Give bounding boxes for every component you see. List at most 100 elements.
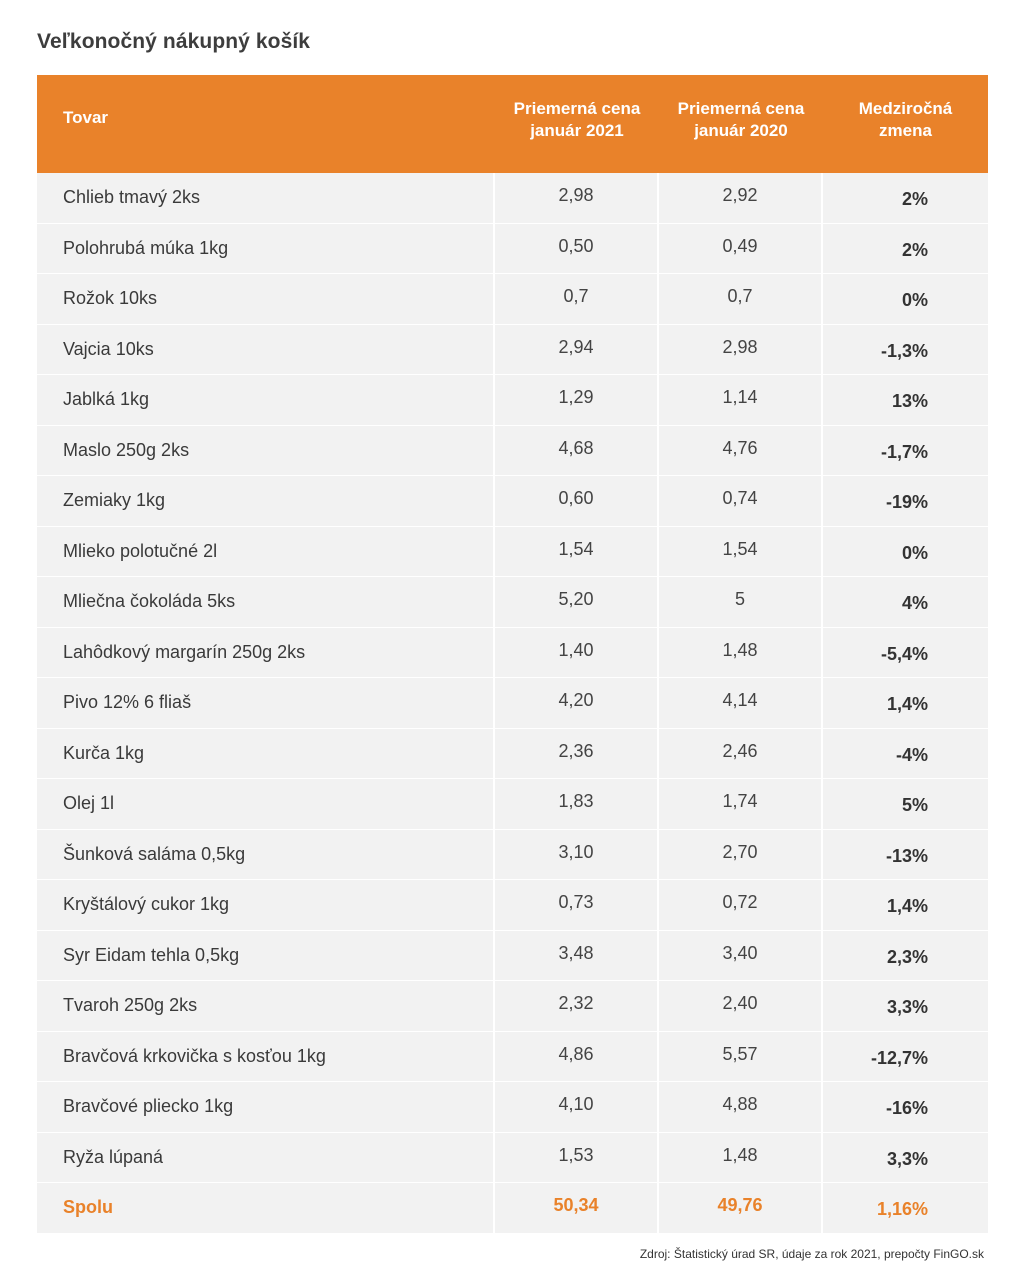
table-row: Bravčové pliecko 1kg 4,10 4,88 -16%	[37, 1082, 988, 1133]
header-price-2020: Priemerná cena január 2020	[659, 75, 823, 173]
cell-price-2020: 1,48	[659, 627, 823, 677]
cell-item: Kryštálový cukor 1kg	[37, 880, 495, 930]
cell-price-2020: 0,72	[659, 880, 823, 930]
cell-price-2020: 4,88	[659, 1082, 823, 1132]
cell-item: Ryža lúpaná	[37, 1132, 495, 1182]
cell-price-2021: 1,53	[495, 1132, 659, 1182]
cell-price-2021: 0,60	[495, 476, 659, 526]
header-price-2020-line1: Priemerná cena	[677, 99, 805, 118]
cell-price-2021: 1,29	[495, 375, 659, 425]
cell-item: Syr Eidam tehla 0,5kg	[37, 930, 495, 980]
cell-yoy-change: -1,7%	[823, 425, 988, 475]
cell-price-2020: 0,49	[659, 223, 823, 273]
total-cell-item: Spolu	[37, 1183, 495, 1233]
cell-yoy-change: 2%	[823, 173, 988, 223]
header-price-2020-line2: január 2020	[694, 121, 788, 140]
chart-title: Veľkonočný nákupný košík	[37, 30, 311, 53]
cell-price-2021: 1,83	[495, 779, 659, 829]
cell-price-2020: 2,70	[659, 829, 823, 879]
cell-yoy-change: -4%	[823, 728, 988, 778]
cell-price-2020: 4,14	[659, 678, 823, 728]
cell-price-2020: 2,40	[659, 981, 823, 1031]
table-row: Kryštálový cukor 1kg 0,73 0,72 1,4%	[37, 880, 988, 931]
cell-price-2020: 1,74	[659, 779, 823, 829]
cell-yoy-change: 5%	[823, 779, 988, 829]
cell-yoy-change: 2%	[823, 223, 988, 273]
table-row: Lahôdkový margarín 250g 2ks 1,40 1,48 -5,4%	[37, 627, 988, 678]
table-row: Šunková saláma 0,5kg 3,10 2,70 -13%	[37, 829, 988, 880]
cell-item: Zemiaky 1kg	[37, 476, 495, 526]
cell-yoy-change: 4%	[823, 577, 988, 627]
cell-price-2020: 5	[659, 577, 823, 627]
cell-price-2020: 2,98	[659, 324, 823, 374]
cell-yoy-change: -16%	[823, 1082, 988, 1132]
cell-item: Tvaroh 250g 2ks	[37, 981, 495, 1031]
price-table: Tovar Priemerná cena január 2021 Priemern…	[37, 75, 988, 1234]
cell-price-2020: 3,40	[659, 930, 823, 980]
cell-price-2021: 2,98	[495, 173, 659, 223]
table-row: Tvaroh 250g 2ks 2,32 2,40 3,3%	[37, 981, 988, 1032]
total-cell-price-2020: 49,76	[659, 1183, 823, 1233]
cell-yoy-change: -1,3%	[823, 324, 988, 374]
cell-item: Rožok 10ks	[37, 274, 495, 324]
table-row: Vajcia 10ks 2,94 2,98 -1,3%	[37, 324, 988, 375]
header-tovar: Tovar	[63, 108, 109, 127]
cell-price-2020: 0,7	[659, 274, 823, 324]
cell-item: Mlieko polotučné 2l	[37, 526, 495, 576]
cell-price-2021: 0,7	[495, 274, 659, 324]
cell-item: Bravčové pliecko 1kg	[37, 1082, 495, 1132]
cell-price-2020: 1,14	[659, 375, 823, 425]
cell-yoy-change: 1,4%	[823, 678, 988, 728]
cell-price-2020: 1,54	[659, 526, 823, 576]
header-price-2021-line2: január 2021	[530, 121, 624, 140]
header-price-2021-line1: Priemerná cena	[513, 99, 641, 118]
cell-price-2021: 2,36	[495, 728, 659, 778]
total-cell-yoy-change: 1,16%	[823, 1183, 988, 1233]
cell-price-2021: 3,48	[495, 930, 659, 980]
cell-item: Mliečna čokoláda 5ks	[37, 577, 495, 627]
cell-price-2021: 4,86	[495, 1031, 659, 1081]
table-row: Syr Eidam tehla 0,5kg 3,48 3,40 2,3%	[37, 930, 988, 981]
table-row: Jablká 1kg 1,29 1,14 13%	[37, 375, 988, 426]
header-yoy-change-line2: zmena	[879, 121, 932, 140]
cell-item: Lahôdkový margarín 250g 2ks	[37, 627, 495, 677]
table-row: Mlieko polotučné 2l 1,54 1,54 0%	[37, 526, 988, 577]
cell-item: Maslo 250g 2ks	[37, 425, 495, 475]
header-yoy-change: Medziročná zmena	[823, 75, 988, 173]
cell-item: Bravčová krkovička s kosťou 1kg	[37, 1031, 495, 1081]
cell-item: Šunková saláma 0,5kg	[37, 829, 495, 879]
table-row: Kurča 1kg 2,36 2,46 -4%	[37, 728, 988, 779]
table-row: Bravčová krkovička s kosťou 1kg 4,86 5,57-…	[37, 1031, 988, 1082]
cell-yoy-change: -19%	[823, 476, 988, 526]
cell-price-2021: 4,68	[495, 425, 659, 475]
cell-price-2021: 4,10	[495, 1082, 659, 1132]
header-price-2021: Priemerná cena január 2021	[495, 75, 659, 173]
table-row: Rožok 10ks 0,7 0,7 0%	[37, 274, 988, 325]
cell-price-2021: 2,32	[495, 981, 659, 1031]
cell-yoy-change: 2,3%	[823, 930, 988, 980]
cell-price-2021: 4,20	[495, 678, 659, 728]
table-row: Chlieb tmavý 2ks 2,98 2,92 2%	[37, 173, 988, 224]
cell-item: Chlieb tmavý 2ks	[37, 173, 495, 223]
table-header: Tovar Priemerná cena január 2021 Priemern…	[37, 75, 988, 173]
header-yoy-change-line1: Medziročná	[858, 99, 953, 118]
cell-price-2020: 5,57	[659, 1031, 823, 1081]
cell-price-2020: 4,76	[659, 425, 823, 475]
cell-item: Vajcia 10ks	[37, 324, 495, 374]
cell-price-2021: 0,50	[495, 223, 659, 273]
table-row: Zemiaky 1kg 0,60 0,74 -19%	[37, 476, 988, 527]
cell-yoy-change: 0%	[823, 526, 988, 576]
cell-price-2020: 2,46	[659, 728, 823, 778]
cell-price-2020: 0,74	[659, 476, 823, 526]
cell-yoy-change: -13%	[823, 829, 988, 879]
cell-price-2020: 1,48	[659, 1132, 823, 1182]
cell-yoy-change: 3,3%	[823, 1132, 988, 1182]
table-row: Pivo 12% 6 fliaš 4,20 4,14 1,4%	[37, 678, 988, 729]
table-row: Mliečna čokoláda 5ks 5,20 5 4%	[37, 577, 988, 628]
cell-item: Polohrubá múka 1kg	[37, 223, 495, 273]
cell-price-2020: 2,92	[659, 173, 823, 223]
cell-yoy-change: 0%	[823, 274, 988, 324]
cell-yoy-change: 1,4%	[823, 880, 988, 930]
table-row: Ryža lúpaná 1,53 1,48 3,3%	[37, 1132, 988, 1183]
cell-yoy-change: -5,4%	[823, 627, 988, 677]
